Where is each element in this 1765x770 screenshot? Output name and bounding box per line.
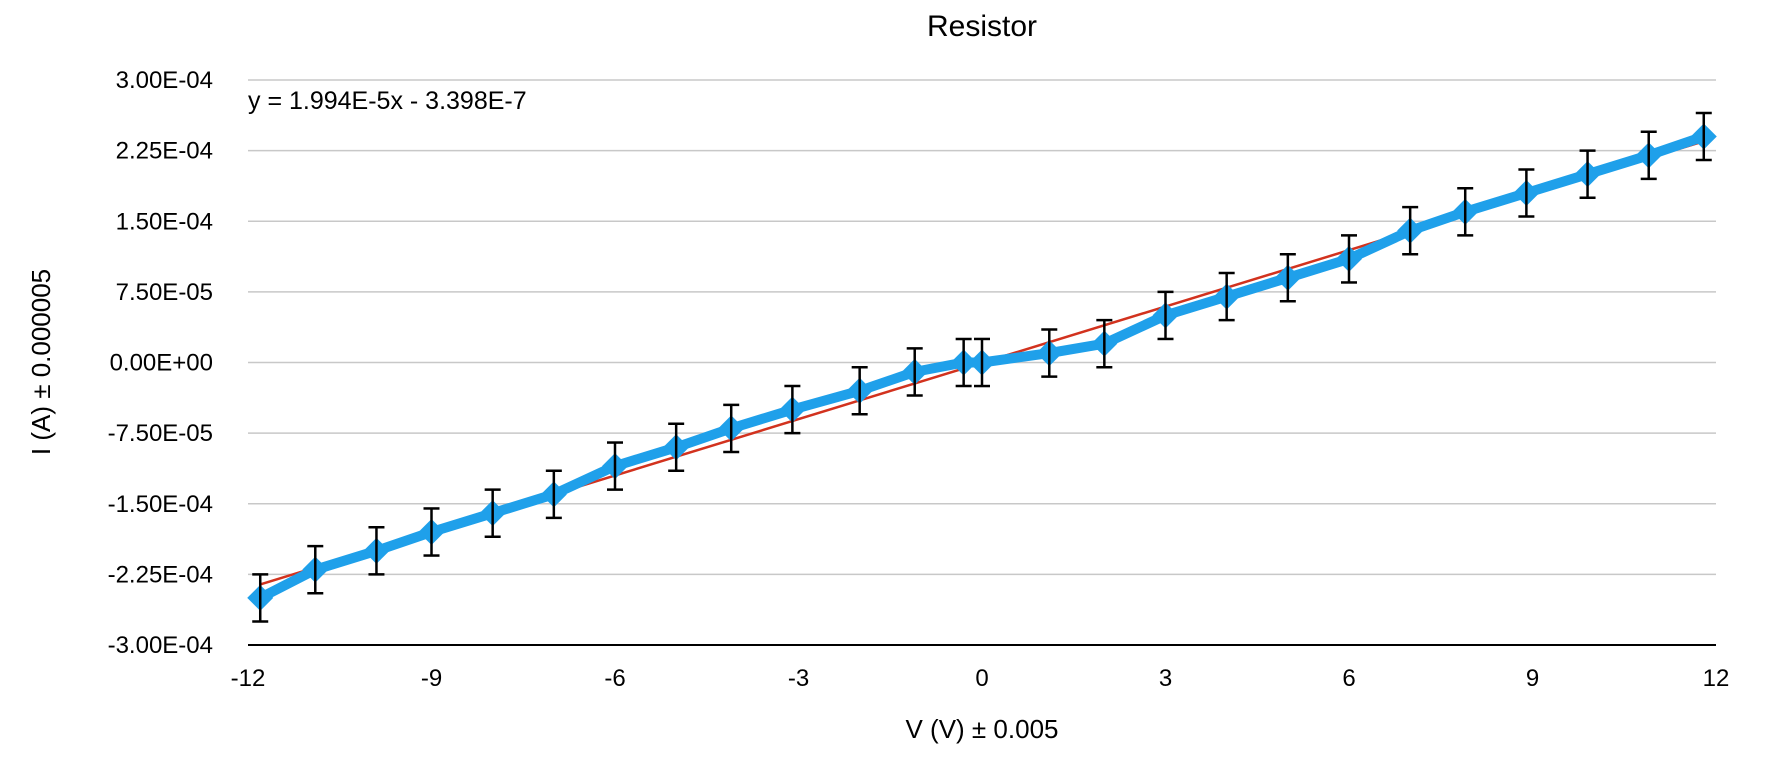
y-tick-label: 1.50E-04 xyxy=(116,208,213,235)
y-tick-label: -3.00E-04 xyxy=(108,632,213,659)
x-tick-label: 3 xyxy=(1159,665,1172,692)
error-bar xyxy=(368,526,385,576)
x-tick-label: -12 xyxy=(231,665,266,692)
error-bar xyxy=(1579,149,1596,199)
chart-title: Resistor xyxy=(927,10,1037,43)
error-bar xyxy=(607,441,623,491)
y-tick-label: -7.50E-05 xyxy=(108,420,213,447)
error-bar xyxy=(1096,318,1113,369)
error-bar xyxy=(723,403,740,454)
error-bar xyxy=(1341,234,1357,284)
error-bar xyxy=(1402,205,1419,256)
error-bar xyxy=(668,422,685,473)
error-bar xyxy=(252,573,269,623)
x-tick-labels: -12 -9 -6 -3 0 3 6 9 12 xyxy=(231,665,1730,692)
error-bar xyxy=(851,365,868,416)
y-tick-labels: 3.00E-04 2.25E-04 1.50E-04 7.50E-05 0.00E+00… xyxy=(108,67,213,659)
error-bar xyxy=(1041,328,1058,378)
error-bar xyxy=(1279,252,1296,303)
x-tick-label: 12 xyxy=(1703,665,1730,692)
error-bar xyxy=(423,507,440,557)
error-bar xyxy=(974,337,990,388)
error-bar xyxy=(1218,271,1235,322)
error-bar xyxy=(1157,290,1174,341)
error-bar xyxy=(955,337,972,388)
y-tick-label: -1.50E-04 xyxy=(108,491,213,518)
error-bars xyxy=(252,111,1712,623)
error-bar xyxy=(484,488,501,538)
y-tick-label: -2.25E-04 xyxy=(108,561,213,588)
error-bar xyxy=(1695,111,1712,162)
x-tick-label: 9 xyxy=(1526,665,1539,692)
y-tick-label: 3.00E-04 xyxy=(116,67,213,94)
error-bar xyxy=(906,347,923,397)
x-tick-label: -6 xyxy=(604,665,625,692)
y-tick-label: 7.50E-05 xyxy=(116,279,213,306)
y-tick-label: 0.00E+00 xyxy=(110,350,213,377)
error-bar xyxy=(1457,187,1474,237)
trendline-equation: y = 1.994E-5x - 3.398E-7 xyxy=(248,87,527,115)
y-tick-label: 2.25E-04 xyxy=(116,138,213,165)
error-bar xyxy=(784,384,801,435)
y-axis-label: I (A) ± 0.000005 xyxy=(26,269,56,455)
x-tick-label: -9 xyxy=(421,665,442,692)
x-tick-label: 6 xyxy=(1342,665,1355,692)
x-tick-label: 0 xyxy=(975,665,988,692)
error-bar xyxy=(1518,168,1535,218)
error-bar xyxy=(307,544,324,595)
error-bar xyxy=(1640,130,1657,181)
error-bar xyxy=(545,469,562,520)
x-axis-label: V (V) ± 0.005 xyxy=(905,714,1058,744)
x-tick-label: -3 xyxy=(788,665,809,692)
